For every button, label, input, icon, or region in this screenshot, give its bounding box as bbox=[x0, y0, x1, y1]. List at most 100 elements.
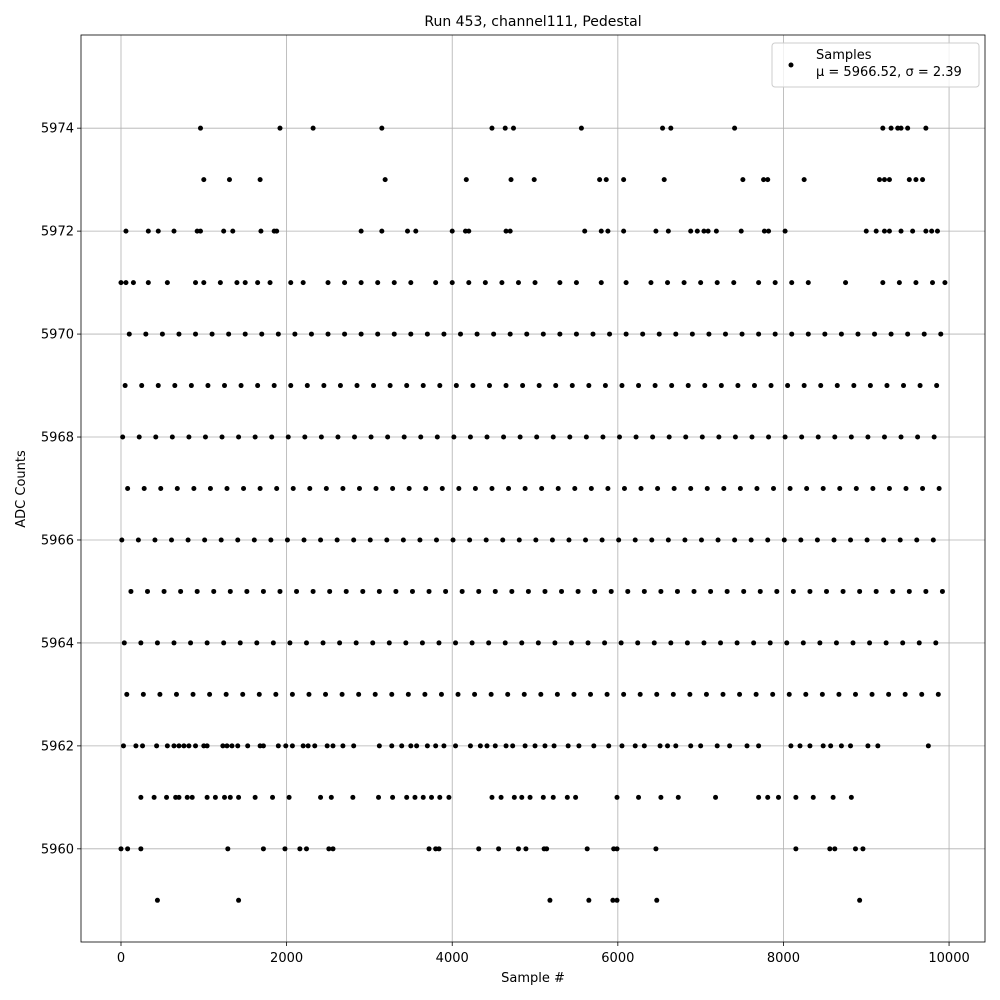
point bbox=[226, 177, 232, 183]
point bbox=[582, 228, 588, 234]
point bbox=[674, 588, 680, 594]
point bbox=[605, 228, 611, 234]
point bbox=[552, 640, 558, 646]
point bbox=[408, 280, 414, 286]
point bbox=[193, 280, 199, 286]
point bbox=[138, 846, 144, 852]
point bbox=[573, 280, 579, 286]
point bbox=[523, 846, 529, 852]
point bbox=[375, 280, 381, 286]
point bbox=[301, 537, 307, 543]
point bbox=[571, 691, 577, 697]
point bbox=[898, 434, 904, 440]
point bbox=[436, 640, 442, 646]
point bbox=[420, 383, 426, 389]
point bbox=[883, 640, 889, 646]
point bbox=[765, 177, 771, 183]
point bbox=[145, 280, 151, 286]
point bbox=[499, 280, 505, 286]
point bbox=[573, 331, 579, 337]
point bbox=[240, 691, 246, 697]
point bbox=[373, 486, 379, 491]
point bbox=[312, 743, 318, 749]
point bbox=[285, 434, 291, 440]
point bbox=[931, 434, 937, 440]
point bbox=[684, 640, 690, 646]
point bbox=[784, 640, 790, 646]
point bbox=[342, 280, 348, 286]
point bbox=[668, 640, 674, 646]
point bbox=[575, 588, 581, 594]
plot-frame bbox=[80, 34, 986, 943]
point bbox=[688, 228, 694, 234]
point bbox=[202, 434, 208, 440]
point bbox=[834, 383, 840, 389]
point bbox=[751, 640, 757, 646]
point bbox=[880, 280, 886, 286]
point bbox=[804, 486, 810, 491]
point bbox=[788, 743, 794, 749]
point bbox=[204, 794, 210, 800]
point bbox=[705, 228, 711, 234]
point bbox=[257, 177, 263, 183]
point bbox=[297, 846, 303, 852]
point bbox=[781, 537, 787, 543]
point bbox=[181, 743, 187, 749]
point bbox=[738, 228, 744, 234]
point bbox=[205, 383, 211, 389]
point bbox=[510, 743, 516, 749]
point bbox=[171, 640, 177, 646]
point bbox=[426, 846, 432, 852]
point bbox=[273, 691, 279, 697]
y-tick-label: 5968 bbox=[41, 431, 74, 446]
point bbox=[260, 743, 266, 749]
legend-label: Samples bbox=[816, 48, 872, 63]
point bbox=[489, 794, 495, 800]
point bbox=[140, 691, 146, 697]
point bbox=[328, 794, 334, 800]
point bbox=[500, 537, 506, 543]
point bbox=[225, 846, 231, 852]
point bbox=[476, 846, 482, 852]
point bbox=[586, 897, 592, 903]
point bbox=[343, 588, 349, 594]
y-axis-label: ADC Counts bbox=[14, 450, 29, 528]
point bbox=[404, 383, 410, 389]
point bbox=[453, 640, 459, 646]
point bbox=[503, 743, 509, 749]
point bbox=[599, 537, 605, 543]
point bbox=[157, 691, 163, 697]
point bbox=[191, 486, 197, 491]
point bbox=[765, 537, 771, 543]
point bbox=[938, 331, 944, 337]
point bbox=[477, 743, 483, 749]
point bbox=[867, 383, 873, 389]
point bbox=[337, 383, 343, 389]
point bbox=[119, 537, 125, 543]
point bbox=[673, 331, 679, 337]
point bbox=[635, 640, 641, 646]
point bbox=[408, 743, 414, 749]
point bbox=[739, 331, 745, 337]
point bbox=[230, 228, 236, 234]
point bbox=[376, 743, 382, 749]
point bbox=[569, 383, 575, 389]
point bbox=[600, 434, 606, 440]
point bbox=[850, 640, 856, 646]
point bbox=[414, 743, 420, 749]
point bbox=[130, 280, 136, 286]
point bbox=[550, 434, 556, 440]
point bbox=[502, 125, 508, 131]
point bbox=[602, 383, 608, 389]
point bbox=[303, 640, 309, 646]
point bbox=[576, 743, 582, 749]
point bbox=[221, 640, 227, 646]
point bbox=[632, 537, 638, 543]
point bbox=[238, 383, 244, 389]
point bbox=[807, 588, 813, 594]
point bbox=[568, 640, 574, 646]
point bbox=[323, 691, 329, 697]
point bbox=[815, 434, 821, 440]
point bbox=[321, 383, 327, 389]
point bbox=[701, 640, 707, 646]
